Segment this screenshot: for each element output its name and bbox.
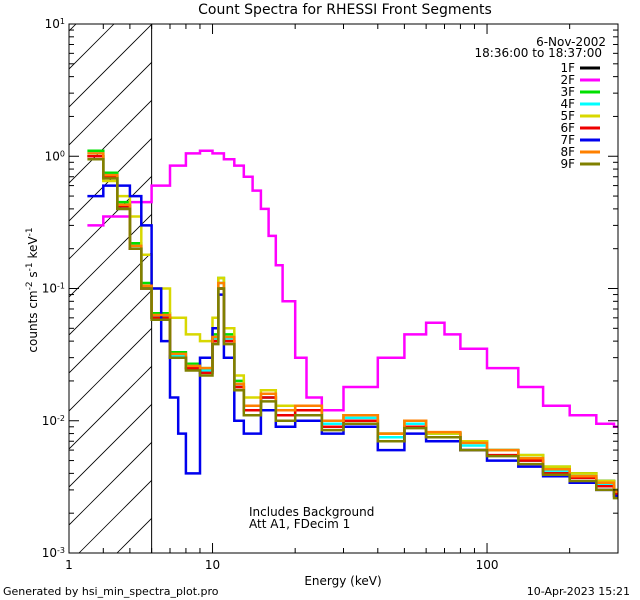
series-8F xyxy=(87,152,618,494)
hatch-line xyxy=(69,251,152,336)
x-tick-label: 10 xyxy=(205,558,220,572)
hatch-line xyxy=(69,137,152,222)
hatch-line xyxy=(69,327,152,412)
y-axis-label: counts cm-2 s-1 keV-1 xyxy=(25,227,40,352)
note-background: Includes Background xyxy=(249,505,374,519)
legend-label-7F: 7F xyxy=(560,133,575,147)
x-axis-label: Energy (keV) xyxy=(304,574,381,588)
legend-label-6F: 6F xyxy=(560,121,575,135)
legend-label-1F: 1F xyxy=(560,61,575,75)
series-1F xyxy=(87,155,618,492)
series-7F xyxy=(87,184,618,498)
footer-timestamp: 10-Apr-2023 15:21 xyxy=(527,585,630,598)
legend-label-2F: 2F xyxy=(560,73,575,87)
legend-label-9F: 9F xyxy=(560,157,575,171)
y-tick-label: 100 xyxy=(45,149,65,164)
x-tick-label: 100 xyxy=(476,558,499,572)
chart-title: Count Spectra for RHESSI Front Segments xyxy=(198,2,492,18)
legend-label-4F: 4F xyxy=(560,97,575,111)
series-4F xyxy=(87,152,618,496)
y-tick-label: 10-3 xyxy=(42,546,65,561)
hatch-line xyxy=(69,61,152,146)
series-9F xyxy=(87,157,618,500)
hatch-line xyxy=(69,441,152,526)
legend-label-5F: 5F xyxy=(560,109,575,123)
axis-ticks: 1 10 100 10-3 10-2 10-1 100 101 xyxy=(42,17,619,572)
y-tick-label: 10-1 xyxy=(42,281,65,296)
series-2F xyxy=(87,149,618,429)
legend-label-8F: 8F xyxy=(560,145,575,159)
date-label: 6-Nov-2002 xyxy=(536,35,606,49)
series-5F xyxy=(87,155,618,492)
footer-generated: Generated by hsi_min_spectra_plot.pro xyxy=(3,585,219,598)
x-tick-label: 1 xyxy=(65,558,73,572)
time-range-label: 18:36:00 to 18:37:00 xyxy=(475,46,602,60)
series-layer xyxy=(87,149,618,500)
series-6F xyxy=(87,155,618,496)
y-tick-label: 10-2 xyxy=(42,413,65,428)
legend-label-3F: 3F xyxy=(560,85,575,99)
note-attenuator: Att A1, FDecim 1 xyxy=(249,517,350,531)
hatch-line xyxy=(69,403,152,488)
hatch-line xyxy=(69,99,152,184)
y-tick-label: 101 xyxy=(45,17,65,32)
